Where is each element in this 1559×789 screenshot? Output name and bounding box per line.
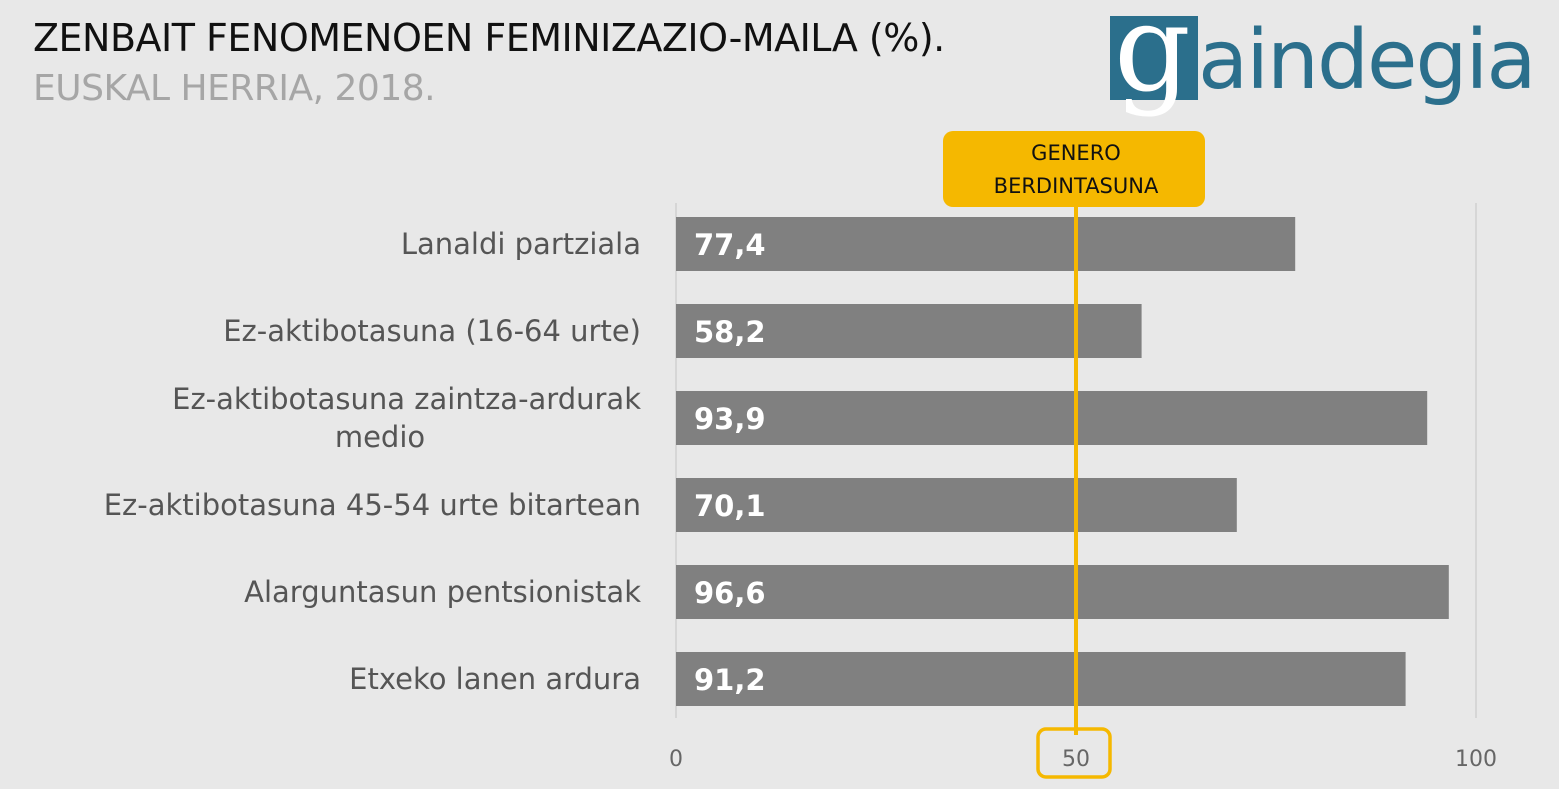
reference-label: BERDINTASUNA [994, 174, 1159, 198]
x-tick-label: 100 [1455, 747, 1497, 772]
logo-box [1110, 16, 1198, 100]
bar [676, 391, 1428, 445]
x-tick-label: 0 [669, 747, 683, 772]
category-label: Lanaldi partziala [401, 227, 641, 261]
logo-letter-g: g [1114, 0, 1191, 119]
reference-label: GENERO [1031, 141, 1121, 165]
data-label: 58,2 [694, 315, 766, 349]
chart-title: ZENBAIT FENOMENOEN FEMINIZAZIO-MAILA (%)… [33, 16, 945, 60]
chart-subtitle: EUSKAL HERRIA, 2018. [33, 68, 436, 109]
category-label: Ez-aktibotasuna 45-54 urte bitartean [104, 488, 641, 522]
bar [676, 217, 1296, 271]
bar [676, 565, 1449, 619]
category-label: medio [335, 420, 425, 454]
category-label: Ez-aktibotasuna (16-64 urte) [223, 314, 641, 348]
category-label: Alarguntasun pentsionistak [244, 575, 641, 609]
bar [676, 652, 1406, 706]
data-label: 93,9 [694, 402, 766, 436]
category-label: Ez-aktibotasuna zaintza-ardurak [172, 382, 641, 416]
data-label: 77,4 [694, 228, 766, 262]
bar [676, 478, 1237, 532]
data-label: 70,1 [694, 489, 766, 523]
data-label: 91,2 [694, 663, 766, 697]
logo-wordmark: aindegia [1198, 13, 1537, 108]
gaindegia-logo: g aindegia [1110, 0, 1537, 122]
x-tick-label: 50 [1062, 747, 1090, 772]
bar [676, 304, 1142, 358]
reference-label-box [943, 131, 1205, 207]
category-label: Etxeko lanen ardura [349, 662, 641, 696]
data-label: 96,6 [694, 576, 766, 610]
tick-highlight-box [1036, 727, 1112, 779]
